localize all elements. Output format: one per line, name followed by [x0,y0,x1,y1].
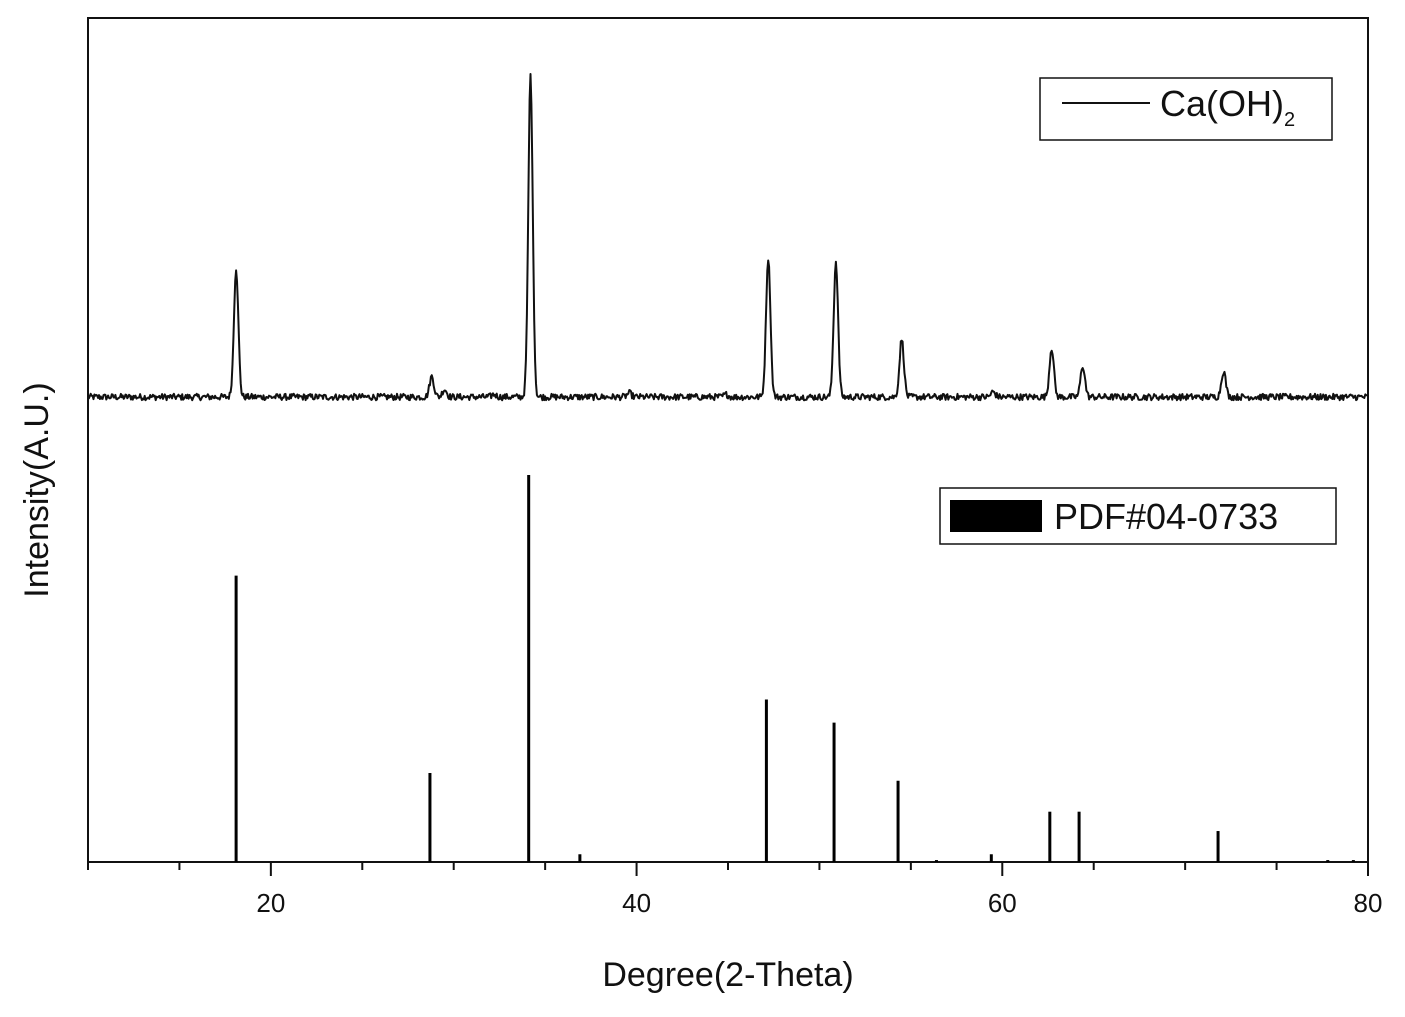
x-tick-label-60: 60 [988,888,1017,918]
legend-box-pdf [939,487,1337,545]
x-tick-label-20: 20 [256,888,285,918]
legend-label-caoh2: Ca(OH) [1160,83,1284,124]
x-axis-ticks [87,862,1369,876]
x-axis-title: Degree(2-Theta) [602,956,853,994]
series-line-caoh2 [87,73,1369,402]
legend-label-caoh2-subscript: 2 [1284,109,1295,131]
x-tick-label-80: 80 [1354,888,1383,918]
y-axis-title: Intensity(A.U.) [18,382,56,597]
x-tick-label-40: 40 [622,888,651,918]
legend-caoh2: Ca(OH)2 [1039,77,1333,141]
svg-text:Ca(OH)2: Ca(OH)2 [1160,83,1295,131]
legend-box-caoh2 [1039,77,1333,141]
legend-swatch-pdf [950,500,1042,532]
legend-pdf: PDF#04-0733 [939,487,1337,545]
legend-label-pdf: PDF#04-0733 [1054,496,1278,537]
plot-area-frame [87,17,1369,863]
series-sticks-pdf [234,475,1355,862]
x-axis-tick-labels: 20 40 60 80 [256,888,1382,918]
